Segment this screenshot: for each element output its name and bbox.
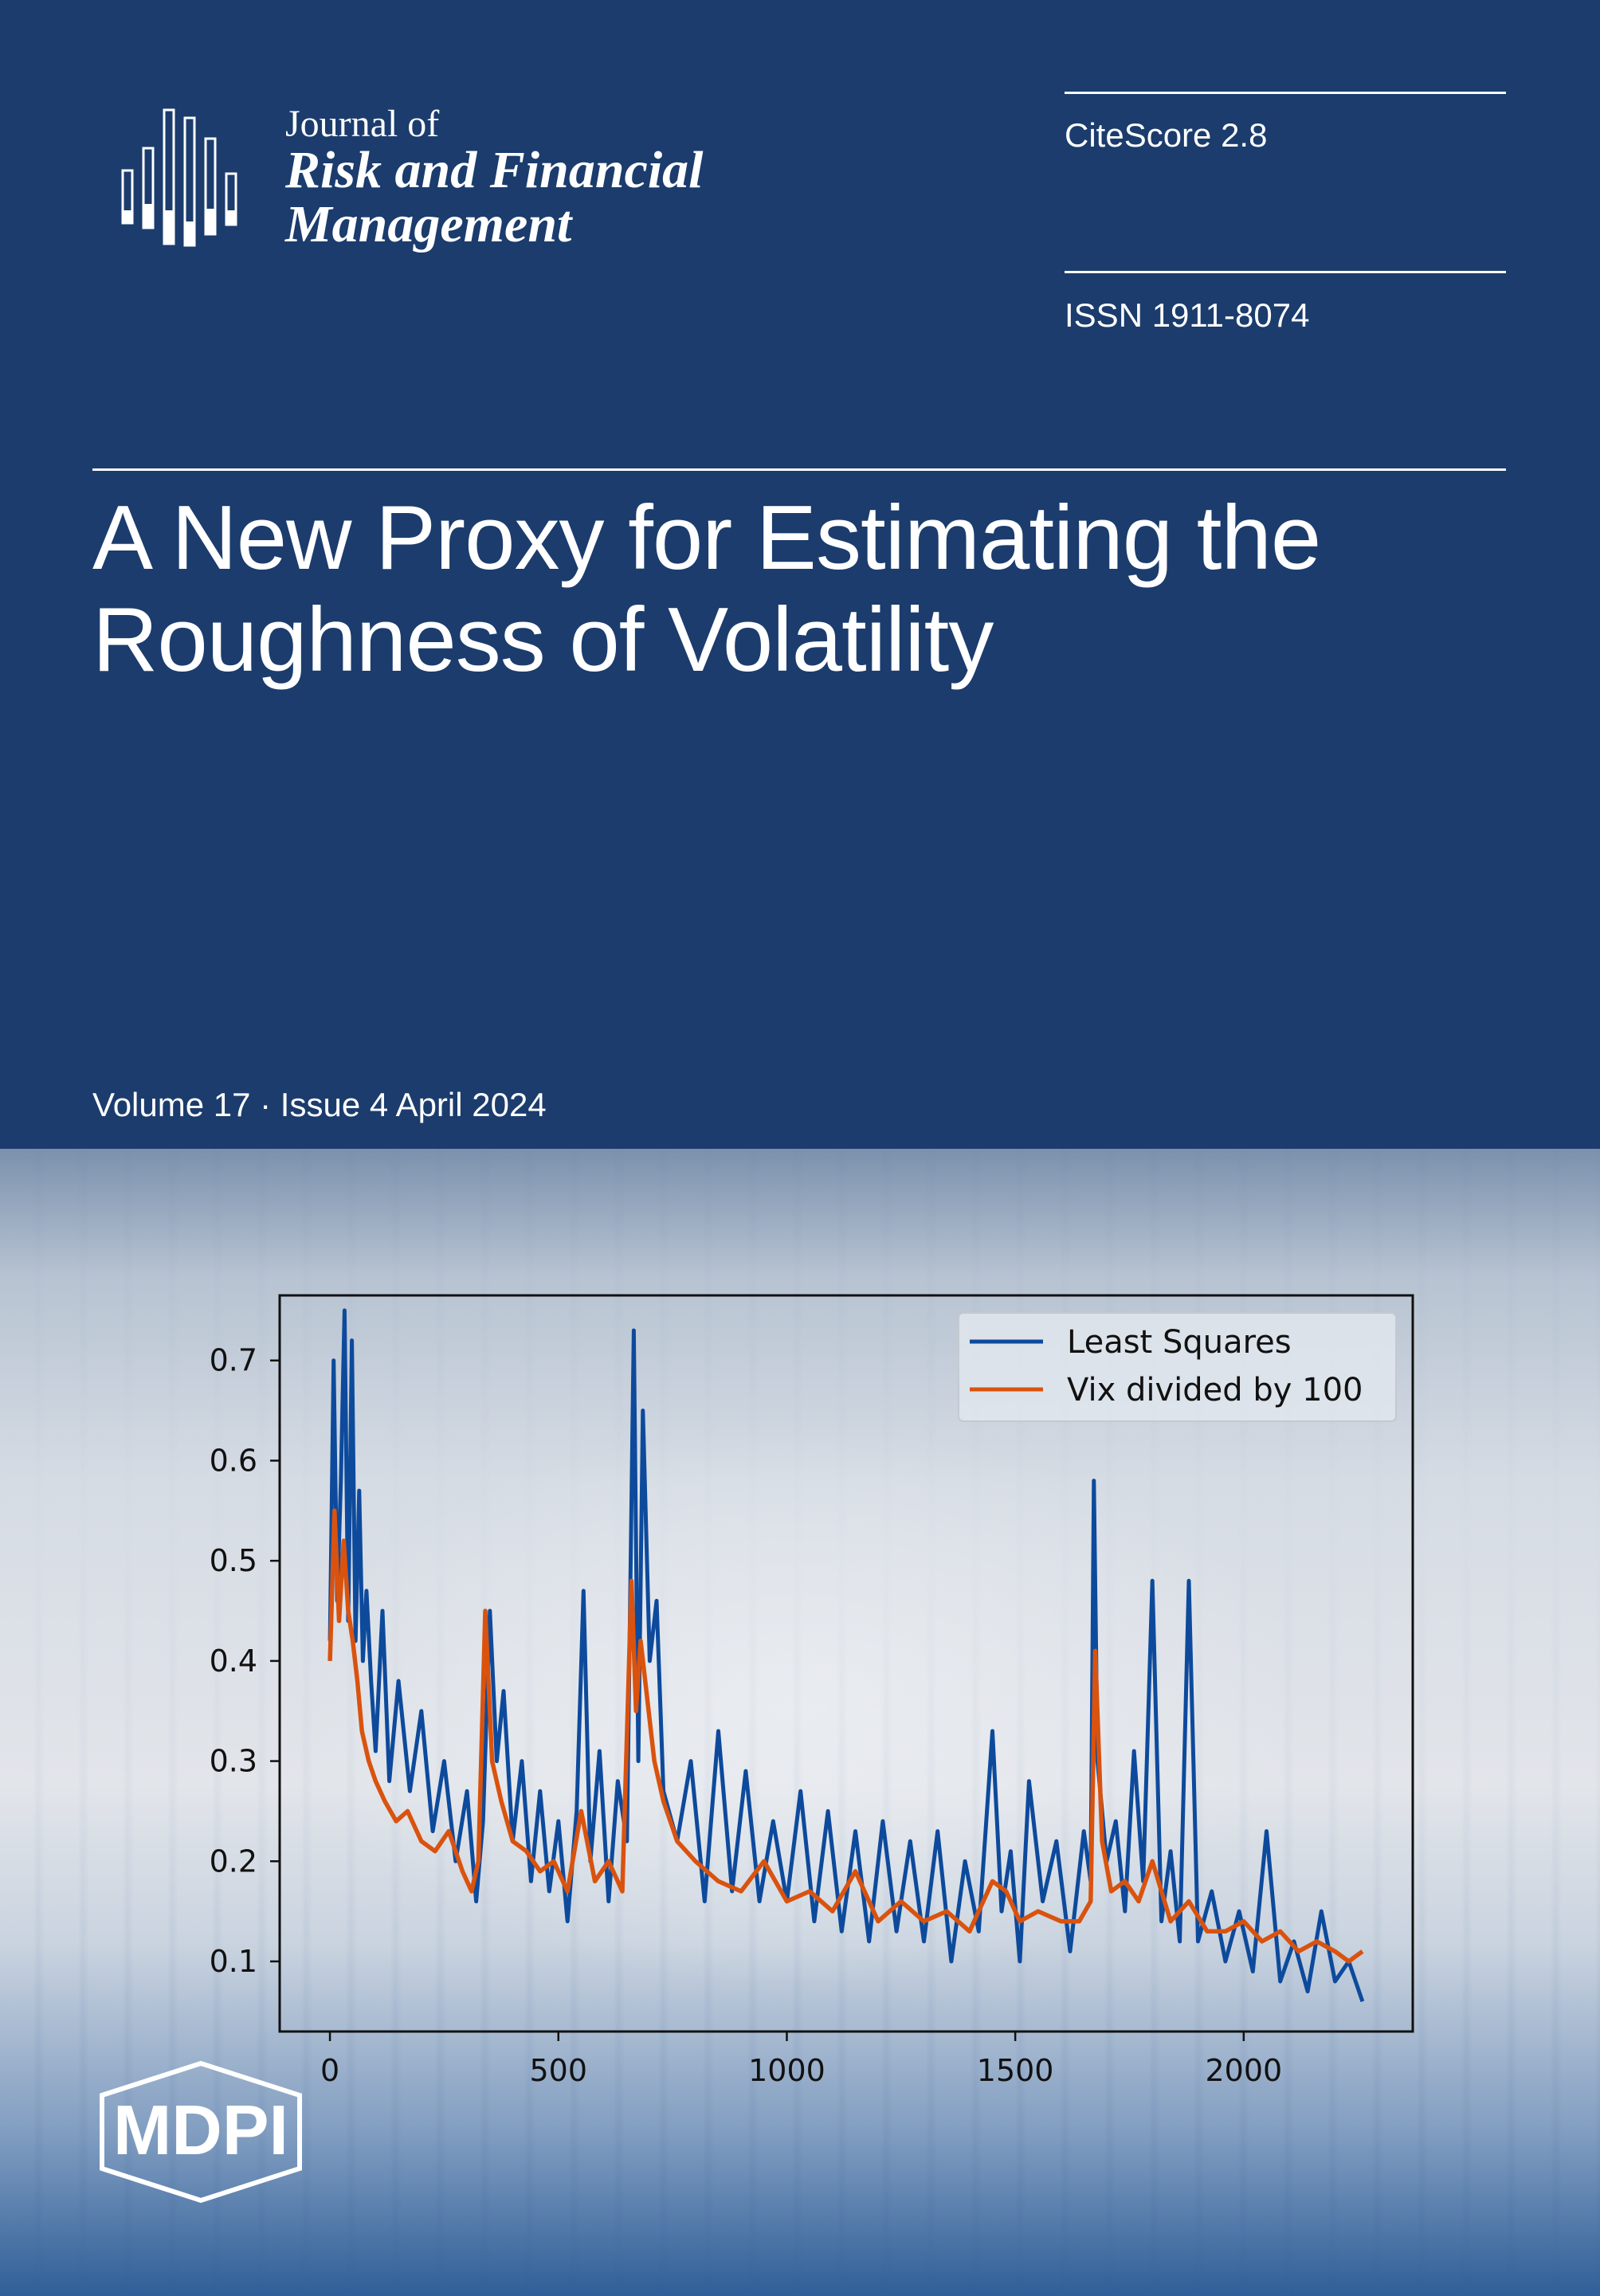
legend-label: Vix divided by 100: [1067, 1372, 1363, 1409]
x-tick-label: 500: [530, 2053, 588, 2088]
journal-logo-icon: [121, 108, 237, 247]
journal-name-line2: Management: [285, 195, 572, 253]
article-title: A New Proxy for Estimating the Roughness…: [92, 488, 1519, 692]
article-title-line2: Roughness of Volatility: [92, 590, 994, 691]
publisher-name: MDPI: [113, 2090, 288, 2169]
x-tick-label: 2000: [1205, 2053, 1282, 2088]
divider: [1065, 92, 1506, 94]
y-tick-label: 0.6: [210, 1443, 257, 1478]
legend-label: Least Squares: [1067, 1324, 1292, 1361]
citescore: CiteScore 2.8: [1065, 116, 1268, 154]
journal-name-line1: Risk and Financial: [285, 141, 704, 199]
y-tick-label: 0.3: [210, 1744, 257, 1779]
x-tick-label: 0: [320, 2053, 339, 2088]
series-line-vix: [327, 1508, 1364, 1964]
y-tick-label: 0.4: [210, 1644, 257, 1679]
y-tick-label: 0.2: [210, 1843, 257, 1879]
issn: ISSN 1911-8074: [1065, 296, 1310, 334]
plot-frame: [278, 1294, 1414, 2033]
y-tick-label: 0.1: [210, 1944, 257, 1979]
divider: [92, 468, 1506, 471]
y-tick-label: 0.7: [210, 1343, 257, 1378]
series-line-least-squares: [327, 1308, 1365, 2003]
cover-header-panel: [0, 0, 1600, 1149]
journal-name-prefix: Journal of: [285, 103, 440, 145]
x-tick-label: 1000: [748, 2053, 825, 2088]
issue-info: Volume 17 · Issue 4 April 2024: [92, 1086, 547, 1123]
divider: [1065, 271, 1506, 273]
x-tick-label: 1500: [977, 2053, 1054, 2088]
mdpi-logo-icon: MDPI: [100, 2060, 302, 2204]
article-title-line1: A New Proxy for Estimating the: [92, 488, 1321, 589]
y-tick-label: 0.5: [210, 1543, 257, 1578]
legend-box: [958, 1312, 1397, 1422]
